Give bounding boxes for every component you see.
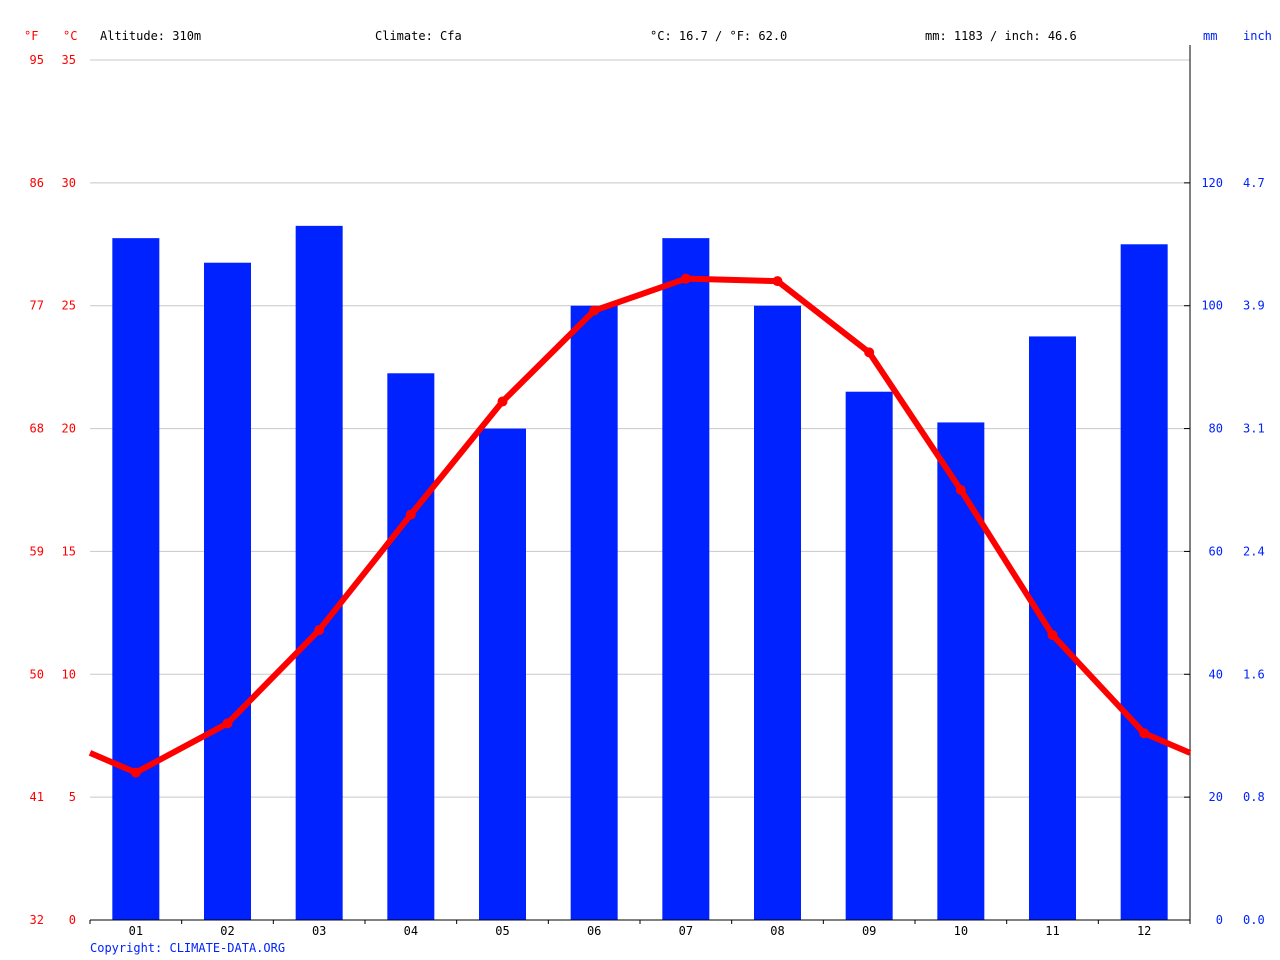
temperature-summary: °C: 16.7 / °F: 62.0: [650, 29, 787, 43]
temperature-point: [772, 276, 783, 287]
temperature-point: [130, 767, 141, 778]
month-labels: 01 02 03 04 05 06 07 08 09 10 11 12: [129, 924, 1152, 938]
month-tick-label: 09: [862, 924, 876, 938]
month-tick-label: 04: [404, 924, 418, 938]
fahrenheit-tick-label: 41: [30, 790, 44, 804]
celsius-tick-label: 10: [62, 667, 76, 681]
inch-tick-label: 2.4: [1243, 544, 1265, 558]
month-tick-label: 03: [312, 924, 326, 938]
mm-tick-label: 0: [1216, 913, 1223, 927]
precipitation-bar: [1029, 336, 1076, 920]
temperature-point: [222, 718, 233, 729]
inch-tick-label: 3.9: [1243, 299, 1265, 313]
precipitation-bar: [479, 428, 526, 920]
altitude-label: Altitude: 310m: [100, 29, 201, 43]
celsius-tick-label: 15: [62, 544, 76, 558]
mm-unit-label: mm: [1203, 29, 1217, 43]
precipitation-bar: [295, 225, 343, 920]
month-tick-label: 07: [679, 924, 693, 938]
mm-tick-label: 120: [1201, 176, 1223, 190]
precipitation-bar: [845, 391, 893, 920]
temperature-point: [405, 509, 416, 520]
month-tick-label: 05: [495, 924, 509, 938]
temperature-point: [1047, 629, 1058, 640]
mm-tick-label: 80: [1209, 422, 1223, 436]
inch-unit-label: inch: [1243, 29, 1272, 43]
month-tick-label: 08: [770, 924, 784, 938]
chart-axes: [89, 45, 1191, 924]
precipitation-bar: [204, 262, 251, 920]
temperature-point: [955, 485, 966, 495]
precipitation-bar: [754, 305, 801, 920]
celsius-tick-label: 0: [69, 913, 76, 927]
month-tick-label: 01: [129, 924, 143, 938]
precipitation-bars: [112, 225, 1168, 921]
fahrenheit-tick-label: 59: [30, 544, 44, 558]
celsius-tick-label: 25: [62, 299, 76, 313]
precipitation-axis: 0 0.0 20 0.8 40 1.6 60 2.4 80 3.1 100 3.9 120 4.7: [1184, 176, 1265, 927]
fahrenheit-tick-label: 68: [30, 422, 44, 436]
precipitation-bar: [937, 422, 985, 920]
inch-tick-label: 1.6: [1243, 667, 1265, 681]
temperature-line: [88, 273, 1192, 778]
climate-label: Climate: Cfa: [375, 29, 462, 43]
month-tick-label: 06: [587, 924, 601, 938]
mm-tick-label: 40: [1209, 667, 1223, 681]
temperature-line-path: [88, 275, 1192, 776]
copyright-label[interactable]: Copyright: CLIMATE-DATA.ORG: [90, 941, 285, 955]
celsius-tick-label: 30: [62, 176, 76, 190]
precipitation-bar: [387, 373, 435, 920]
precipitation-bar: [662, 238, 710, 921]
inch-tick-label: 3.1: [1243, 422, 1265, 436]
gridlines: [90, 59, 1190, 798]
temperature-point: [497, 396, 508, 407]
fahrenheit-tick-label: 86: [30, 176, 44, 190]
temperature-point: [864, 347, 875, 358]
temperature-axis: 32 0 41 5 50 10 59 15 68 20 77 25 86 30 95 35: [30, 53, 76, 927]
fahrenheit-tick-label: 50: [30, 667, 44, 681]
celsius-tick-label: 35: [62, 53, 76, 67]
mm-tick-label: 100: [1201, 299, 1223, 313]
month-tick-label: 12: [1137, 924, 1151, 938]
inch-tick-label: 4.7: [1243, 176, 1265, 190]
celsius-unit-label: °C: [63, 29, 77, 43]
precipitation-bar: [570, 305, 618, 920]
temperature-point: [589, 305, 600, 316]
month-tick-label: 02: [220, 924, 234, 938]
temperature-point: [1139, 728, 1150, 739]
month-tick-label: 11: [1045, 924, 1059, 938]
month-tick-label: 10: [954, 924, 968, 938]
precipitation-bar: [112, 238, 160, 921]
mm-tick-label: 20: [1209, 790, 1223, 804]
inch-tick-label: 0.0: [1243, 913, 1265, 927]
inch-tick-label: 0.8: [1243, 790, 1265, 804]
temperature-point: [680, 273, 691, 284]
fahrenheit-tick-label: 95: [30, 53, 44, 67]
fahrenheit-unit-label: °F: [24, 29, 38, 43]
celsius-tick-label: 5: [69, 790, 76, 804]
mm-tick-label: 60: [1209, 544, 1223, 558]
celsius-tick-label: 20: [62, 422, 76, 436]
precipitation-bar: [1120, 244, 1168, 921]
temperature-point: [314, 625, 325, 636]
fahrenheit-tick-label: 32: [30, 913, 44, 927]
fahrenheit-tick-label: 77: [30, 299, 44, 313]
precipitation-summary: mm: 1183 / inch: 46.6: [925, 29, 1077, 43]
